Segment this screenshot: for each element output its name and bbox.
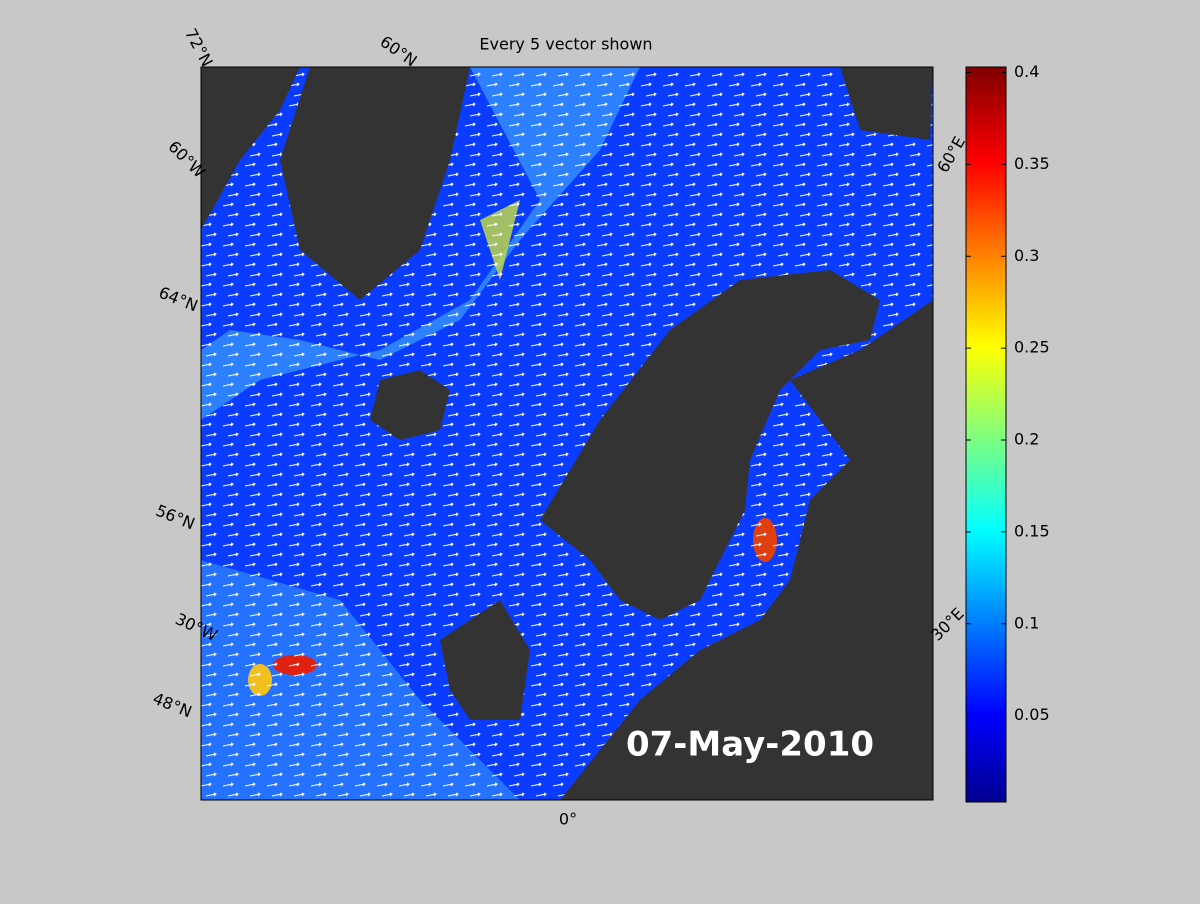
date-label: 07-May-2010 — [626, 725, 874, 765]
graticule-label: 60°N — [377, 32, 421, 71]
graticule-label: 56°N — [153, 501, 198, 534]
map: 07-May-2010 — [201, 67, 933, 800]
colorbar-tick-label: 0.35 — [1014, 154, 1050, 173]
colorbar-tick-label: 0.05 — [1014, 705, 1050, 724]
map-frame — [200, 66, 934, 801]
colorbar-tick-label: 0.25 — [1014, 338, 1050, 357]
graticule-label: 64°N — [156, 283, 201, 316]
colorbar-tick-label: 0.2 — [1014, 430, 1039, 449]
graticule-label: 72°N — [181, 25, 217, 70]
colorbar — [965, 66, 1007, 803]
colorbar-tick-label: 0.4 — [1014, 62, 1039, 81]
graticule-label: 0° — [559, 810, 577, 829]
graticule-label: 48°N — [150, 689, 195, 722]
map-title: Every 5 vector shown — [479, 35, 652, 54]
colorbar-tick-label: 0.3 — [1014, 246, 1039, 265]
colorbar-tick-label: 0.1 — [1014, 613, 1039, 632]
colorbar-tick-label: 0.15 — [1014, 521, 1050, 540]
graticule-label: 60°E — [933, 133, 969, 176]
